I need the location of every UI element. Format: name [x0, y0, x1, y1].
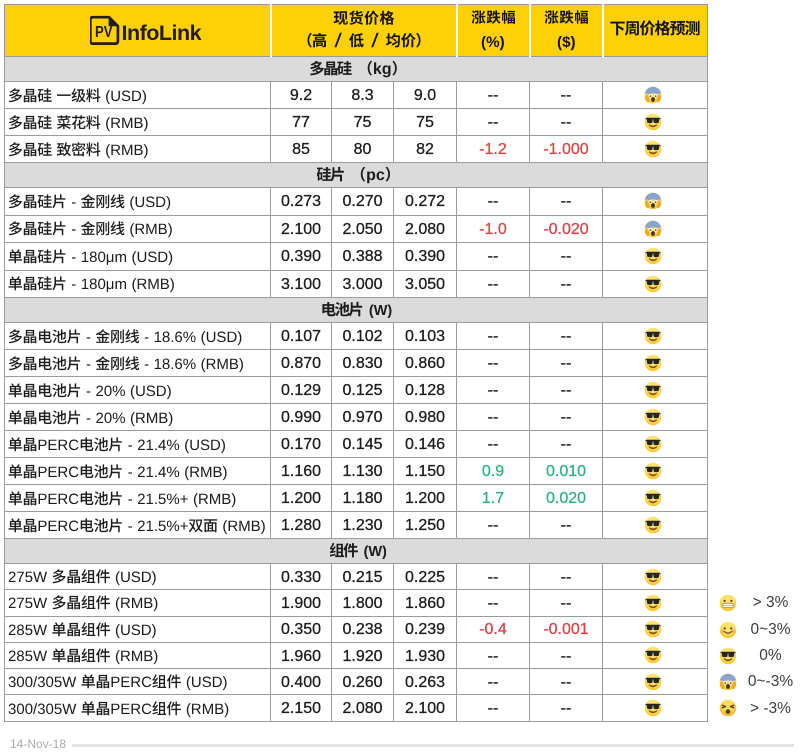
svg-text:InfoLink: InfoLink	[122, 21, 202, 45]
svg-text:PV: PV	[95, 24, 113, 41]
